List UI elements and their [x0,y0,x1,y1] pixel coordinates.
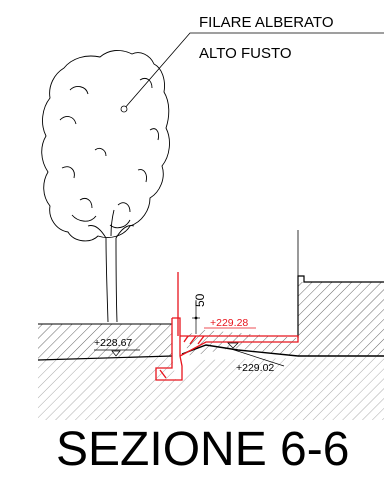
elevation-curb: +229.28 [210,317,248,329]
section-title: SEZIONE 6-6 [56,423,350,476]
dimension-50 [192,300,200,334]
elevation-marker-left [94,349,140,357]
dimension-label: 50 [193,293,207,307]
curb-highlight [155,272,299,381]
elevation-right: +229.02 [236,362,274,374]
tree-canopy [41,50,170,242]
tree-symbol [41,50,170,323]
elevation-marker-right [227,342,285,367]
tree-note-line1: FILARE ALBERATO [199,14,334,31]
tree-note-leader [120,32,384,113]
tree-trunk [105,237,118,323]
tree-note-line2: ALTO FUSTO [199,45,292,62]
elevation-left: +228.67 [94,337,132,349]
